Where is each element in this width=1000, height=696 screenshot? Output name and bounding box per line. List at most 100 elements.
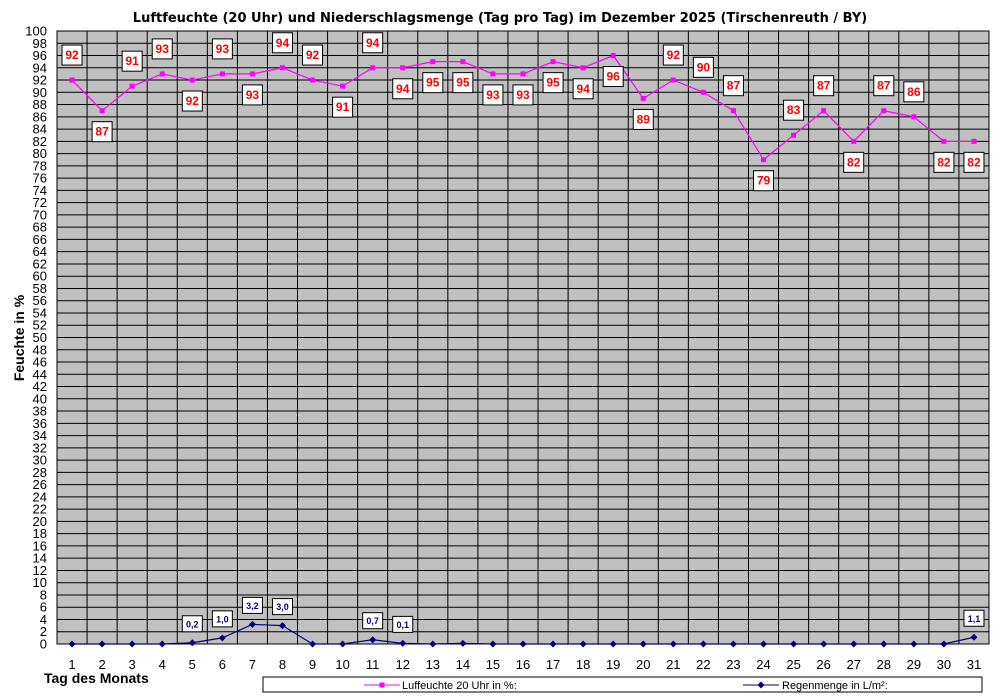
- humidity-data-label: 79: [753, 170, 775, 192]
- rain-label-text: 1,1: [968, 614, 981, 624]
- humidity-point: [550, 59, 556, 65]
- x-tick-label: 25: [786, 657, 800, 672]
- x-tick-label: 1: [68, 657, 75, 672]
- humidity-label-box: [452, 72, 474, 94]
- rain-point: [729, 640, 737, 648]
- humidity-label-box: [332, 96, 354, 118]
- rain-point: [880, 640, 888, 648]
- humidity-data-label: 91: [332, 96, 354, 118]
- x-tick-label: 8: [279, 657, 286, 672]
- y-tick-label: 62: [33, 256, 47, 271]
- x-tick-label: 28: [877, 657, 891, 672]
- x-tick-label: 2: [98, 657, 105, 672]
- rain-data-label: 0,1: [392, 615, 414, 633]
- y-tick-label: 84: [33, 122, 47, 137]
- rain-data-label: 1,1: [963, 609, 985, 627]
- rain-point: [429, 640, 437, 648]
- humidity-point: [670, 77, 676, 83]
- chart-title: Luftfeuchte (20 Uhr) und Niederschlagsme…: [133, 11, 867, 26]
- rain-data-label: 3,0: [271, 598, 293, 616]
- rain-point: [459, 639, 467, 647]
- y-tick-label: 6: [40, 600, 47, 615]
- rain-label-text: 3,0: [276, 602, 289, 612]
- humidity-data-label: 92: [662, 44, 684, 66]
- x-tick-label: 30: [937, 657, 951, 672]
- humidity-label-text: 83: [787, 103, 801, 117]
- rain-point: [309, 640, 317, 648]
- humidity-point: [430, 59, 436, 65]
- humidity-point: [249, 71, 255, 77]
- y-tick-label: 38: [33, 404, 47, 419]
- y-tick-label: 16: [33, 538, 47, 553]
- humidity-data-label: 82: [933, 151, 955, 173]
- y-tick-label: 98: [33, 36, 47, 51]
- humidity-label-text: 94: [366, 36, 380, 50]
- humidity-label-box: [722, 75, 744, 97]
- humidity-data-label: 93: [482, 84, 504, 106]
- humidity-label-text: 92: [65, 48, 79, 62]
- humidity-data-label: 93: [151, 38, 173, 60]
- y-tick-label: 20: [33, 514, 47, 529]
- humidity-label-text: 91: [125, 54, 139, 68]
- humidity-data-label: 83: [783, 99, 805, 121]
- y-tick-label: 42: [33, 379, 47, 394]
- rain-point: [940, 640, 948, 648]
- humidity-label-box: [843, 151, 865, 173]
- humidity-label-box: [91, 121, 113, 143]
- rain-data-label: 0,7: [362, 612, 384, 630]
- humidity-label-box: [392, 78, 414, 100]
- y-tick-label: 8: [40, 587, 47, 602]
- rain-point: [68, 640, 76, 648]
- y-tick-label: 68: [33, 220, 47, 235]
- legend-marker-humidity: [379, 682, 385, 688]
- rain-point: [669, 640, 677, 648]
- x-tick-label: 27: [846, 657, 860, 672]
- humidity-point: [159, 71, 165, 77]
- humidity-label-text: 96: [607, 70, 621, 84]
- humidity-label-box: [933, 151, 955, 173]
- rain-data-label: 3,2: [241, 596, 263, 614]
- x-tick-label: 17: [546, 657, 560, 672]
- rain-point: [579, 640, 587, 648]
- humidity-data-label: 82: [843, 151, 865, 173]
- humidity-label-text: 91: [336, 100, 350, 114]
- humidity-label-text: 87: [817, 79, 831, 93]
- y-tick-label: 78: [33, 158, 47, 173]
- rain-point: [128, 640, 136, 648]
- rain-point: [278, 622, 286, 630]
- humidity-point: [580, 65, 586, 71]
- humidity-label-text: 93: [216, 42, 230, 56]
- x-tick-labels: 1 2 3 4 5 6 7 8 9 10 11 12 13 14 15 16 17 18 19 20 21 22 23 24 2…: [68, 657, 981, 672]
- rain-data-label: 1,0: [211, 610, 233, 628]
- y-axis-label: Feuchte in %: [11, 294, 27, 381]
- humidity-data-label: 93: [211, 38, 233, 60]
- humidity-label-box: [211, 38, 233, 60]
- humidity-point: [310, 77, 316, 83]
- x-tick-label: 11: [366, 657, 380, 672]
- humidity-point: [189, 77, 195, 83]
- x-tick-label: 23: [726, 657, 740, 672]
- humidity-data-label: 92: [61, 44, 83, 66]
- y-tick-label: 58: [33, 281, 47, 296]
- humidity-data-label: 94: [362, 32, 384, 54]
- humidity-label-box: [963, 151, 985, 173]
- humidity-label-text: 94: [576, 82, 590, 96]
- rain-label-box: [392, 615, 414, 633]
- humidity-data-label: 90: [692, 56, 714, 78]
- y-tick-label: 26: [33, 477, 47, 492]
- humidity-point: [761, 157, 767, 163]
- x-tick-label: 21: [666, 657, 680, 672]
- humidity-label-box: [512, 84, 534, 106]
- humidity-point: [971, 138, 977, 144]
- y-tick-label: 2: [40, 624, 47, 639]
- humidity-label-box: [482, 84, 504, 106]
- rain-label-box: [181, 615, 203, 633]
- humidity-label-box: [362, 32, 384, 54]
- series-group: [68, 53, 978, 648]
- humidity-label-box: [542, 72, 564, 94]
- rain-label-text: 0,2: [186, 619, 199, 629]
- humidity-label-box: [422, 72, 444, 94]
- x-tick-label: 10: [335, 657, 349, 672]
- legend-label-rain: Regenmenge in L/m²:: [782, 680, 888, 692]
- rain-point: [369, 636, 377, 644]
